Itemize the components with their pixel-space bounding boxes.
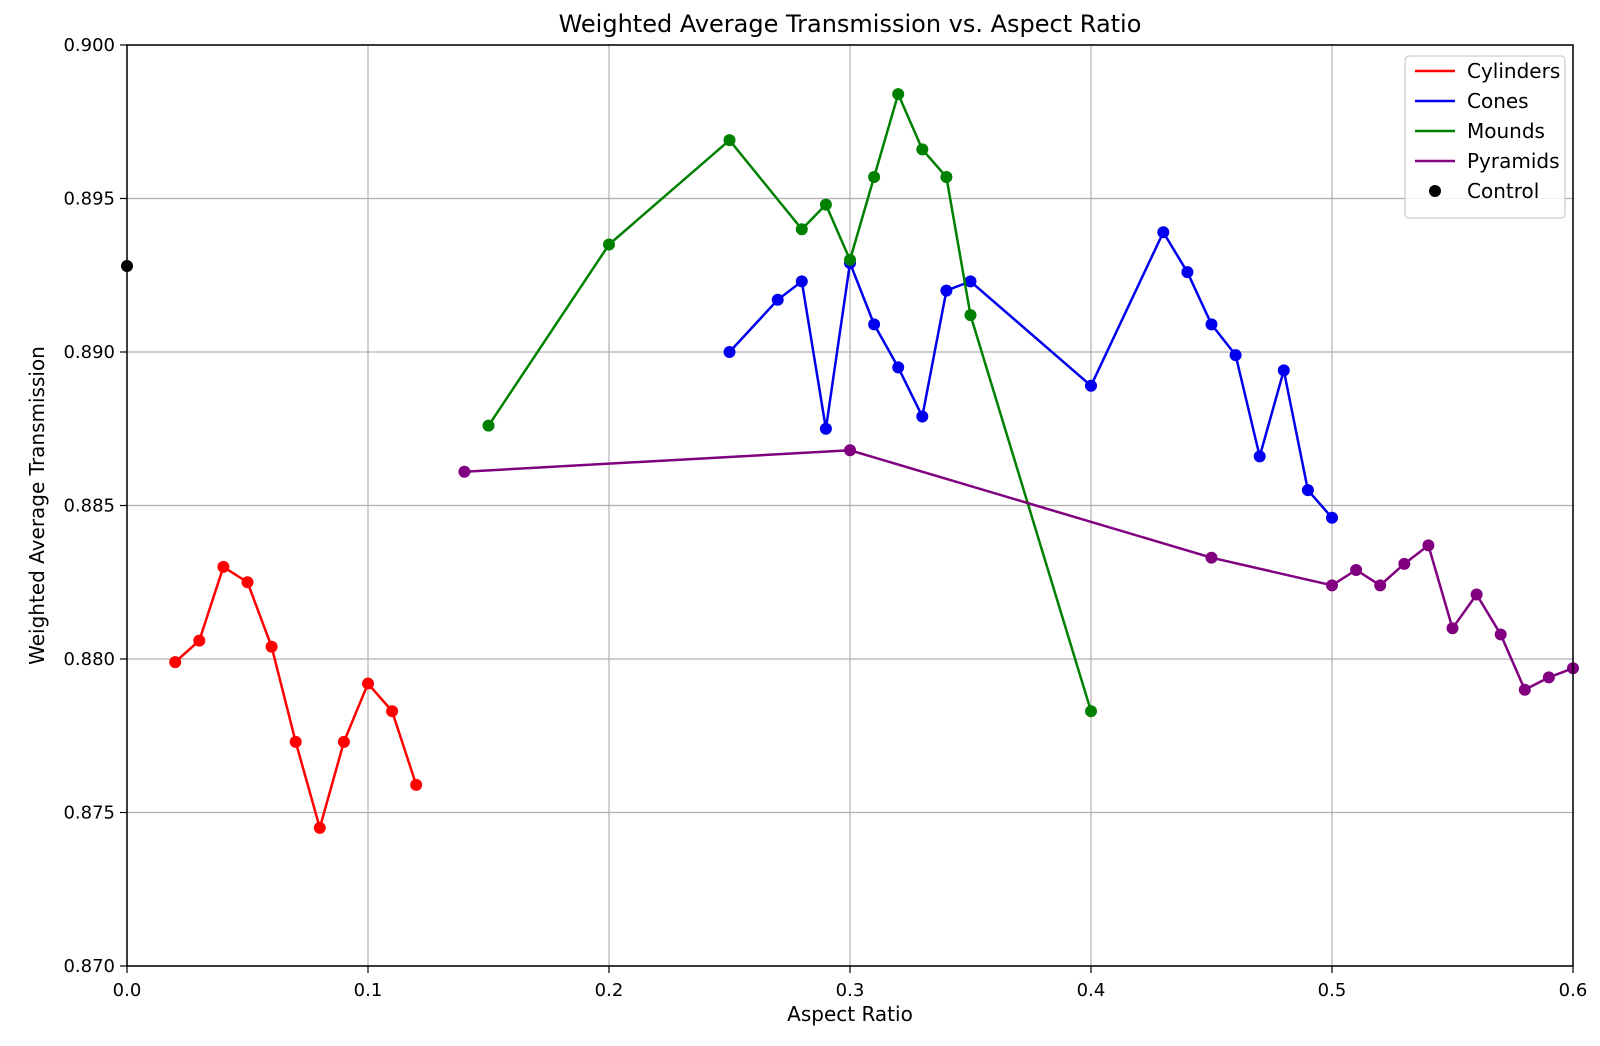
pyramids-point <box>1494 628 1507 641</box>
pyramids-point <box>1446 622 1459 635</box>
pyramids-point <box>458 465 471 478</box>
legend-item-mounds: Mounds <box>1415 119 1545 143</box>
legend-swatch <box>1429 185 1441 197</box>
mounds-line <box>487 92 1093 712</box>
y-tick-label: 0.880 <box>63 649 115 670</box>
mounds-point <box>916 143 929 156</box>
axis-ticks: 0.0 0.1 0.2 0.3 0.4 0.5 0.6 0.870 0.875 0.880 0.88… <box>63 35 1587 1001</box>
cylinders-line <box>174 565 418 830</box>
pyramids-point <box>1398 557 1411 570</box>
pyramids-point <box>1518 683 1531 696</box>
x-tick-label: 0.2 <box>595 980 624 1001</box>
cones-point <box>1205 318 1218 331</box>
legend-box <box>1404 55 1566 219</box>
cones-point <box>723 346 736 358</box>
cones-point <box>819 422 832 435</box>
legend-item-control: Control <box>1429 179 1539 203</box>
x-tick-label: 0.6 <box>1559 980 1588 1001</box>
cones-point <box>1229 349 1242 362</box>
mounds-point <box>844 253 856 266</box>
x-axis-label: Aspect Ratio <box>787 1002 913 1026</box>
pyramids-point <box>1350 563 1363 576</box>
cylinders-point <box>386 705 399 718</box>
pyramids-point <box>1326 579 1338 592</box>
cylinders-point <box>265 640 278 653</box>
pyramids-point <box>844 444 856 457</box>
legend-item-cylinders: Cylinders <box>1415 59 1560 83</box>
x-tick-label: 0.3 <box>836 980 865 1001</box>
mounds-point <box>868 171 881 184</box>
cylinders-point <box>362 677 374 690</box>
grid-lines <box>126 44 1574 967</box>
cones-point <box>1181 266 1194 279</box>
data-series <box>121 88 1579 834</box>
mounds-point <box>940 171 953 184</box>
x-tick-label: 0.0 <box>113 980 142 1001</box>
cones-point <box>795 275 808 288</box>
legend-label: Control <box>1467 179 1539 203</box>
pyramids-point <box>1422 539 1435 552</box>
legend-label: Cones <box>1467 89 1529 113</box>
y-tick-label: 0.870 <box>63 956 115 977</box>
y-tick-label: 0.895 <box>63 189 115 210</box>
y-tick-label: 0.900 <box>63 35 115 56</box>
legend: Cylinders Cones Mounds Pyramids Control <box>1404 55 1566 219</box>
cones-point <box>892 361 905 374</box>
cylinders-point <box>313 821 326 834</box>
series-cones <box>723 226 1338 524</box>
cones-point <box>940 284 953 297</box>
cones-point <box>916 410 929 423</box>
cylinders-point <box>337 735 350 748</box>
mounds-point <box>964 309 977 322</box>
mounds-point <box>819 198 832 211</box>
legend-label: Pyramids <box>1467 149 1560 173</box>
cones-point <box>1157 226 1170 239</box>
x-tick-label: 0.4 <box>1077 980 1106 1001</box>
cylinders-point <box>241 576 254 589</box>
mounds-point <box>482 419 495 432</box>
pyramids-point <box>1542 671 1555 684</box>
cylinders-point <box>169 656 182 669</box>
legend-label: Cylinders <box>1467 59 1560 83</box>
legend-item-pyramids: Pyramids <box>1415 149 1560 173</box>
mounds-point <box>795 223 808 236</box>
series-pyramids <box>458 444 1579 696</box>
y-tick-label: 0.890 <box>63 342 115 363</box>
y-axis-label: Weighted Average Transmission <box>25 346 49 665</box>
cylinders-point <box>193 634 206 647</box>
cones-point <box>1085 379 1097 392</box>
mounds-point <box>603 238 615 251</box>
chart-title: Weighted Average Transmission vs. Aspect… <box>559 10 1142 38</box>
y-tick-label: 0.885 <box>63 496 115 517</box>
cones-point <box>1253 450 1266 463</box>
legend-item-cones: Cones <box>1415 89 1529 113</box>
series-mounds <box>482 88 1097 718</box>
cones-point <box>964 275 977 288</box>
x-tick-label: 0.1 <box>354 980 383 1001</box>
cones-point <box>1277 364 1290 377</box>
cones-point <box>868 318 881 331</box>
series-cylinders <box>169 560 423 834</box>
y-tick-label: 0.875 <box>63 803 115 824</box>
cones-point <box>771 293 784 306</box>
cones-point <box>1326 511 1338 524</box>
mounds-point <box>1085 705 1097 718</box>
pyramids-point <box>1205 551 1218 564</box>
mounds-point <box>892 88 905 101</box>
cylinders-point <box>289 735 302 748</box>
pyramids-point <box>1374 579 1387 592</box>
cylinders-point <box>410 778 423 791</box>
cones-point <box>1301 484 1314 497</box>
mounds-point <box>723 134 736 147</box>
pyramids-line <box>464 448 1574 691</box>
cones-line <box>728 231 1333 519</box>
cylinders-point <box>217 560 230 573</box>
legend-label: Mounds <box>1467 119 1545 143</box>
pyramids-point <box>1470 588 1483 601</box>
x-tick-label: 0.5 <box>1318 980 1347 1001</box>
